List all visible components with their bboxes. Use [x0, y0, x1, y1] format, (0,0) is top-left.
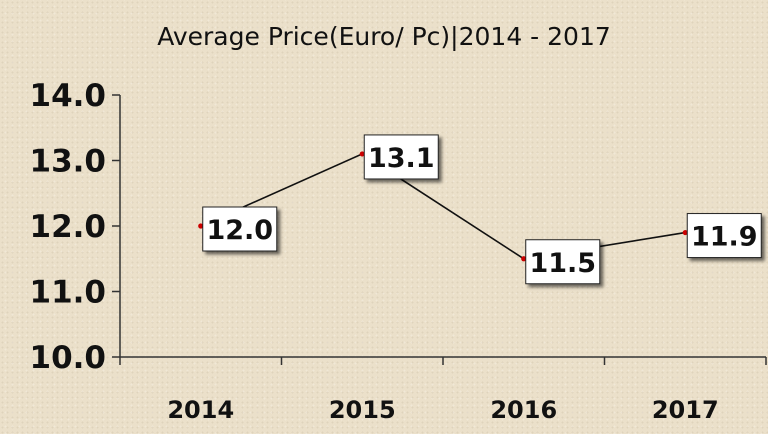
data-label-group: 12.0 13.1 11.5 11.9 [202, 134, 762, 285]
data-label-box [202, 206, 278, 252]
y-axis-ticks: 14.0 13.0 12.0 11.0 10.0 [30, 78, 120, 376]
y-tick-label: 14.0 [30, 78, 107, 114]
data-label: 11.9 [691, 222, 758, 253]
x-tick-label: 2015 [329, 396, 396, 424]
y-tick-label: 12.0 [30, 209, 107, 245]
series-line [200, 153, 686, 260]
data-label: 12.0 [206, 215, 273, 246]
y-tick-label: 11.0 [30, 275, 107, 311]
x-tick-label: 2014 [167, 396, 234, 424]
y-tick-label: 13.0 [30, 144, 107, 180]
data-point [359, 151, 365, 157]
x-axis-ticks: 2014 2015 2016 2017 [119, 357, 767, 424]
data-point [682, 229, 688, 236]
y-tick-label: 10.0 [30, 340, 107, 376]
data-label: 13.1 [368, 143, 435, 174]
data-point [198, 223, 204, 229]
data-label-box [686, 213, 762, 259]
chart-title: Average Price(Euro/ Pc)|2014 - 2017 [157, 22, 611, 51]
data-point [521, 256, 527, 262]
data-label-box [363, 134, 439, 180]
data-label: 11.5 [529, 248, 596, 279]
series-line-group [198, 151, 688, 262]
data-label-box [525, 239, 601, 285]
x-tick-label: 2017 [652, 396, 719, 424]
x-tick-label: 2016 [490, 396, 557, 424]
